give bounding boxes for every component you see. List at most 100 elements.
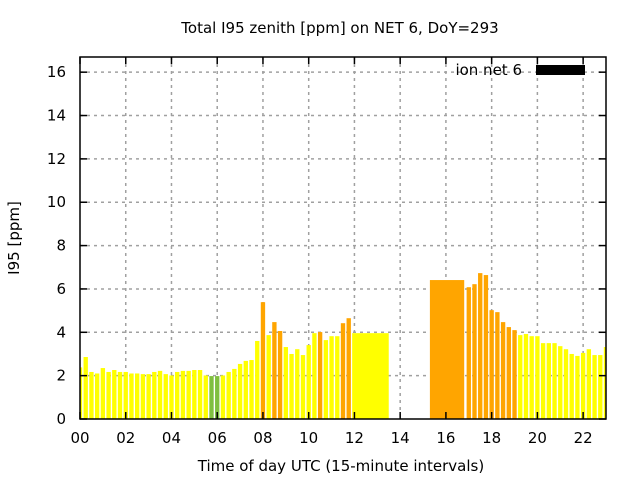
x-axis-label: Time of day UTC (15-minute intervals) bbox=[197, 457, 484, 475]
bar bbox=[243, 360, 248, 419]
y-axis-label: I95 [ppm] bbox=[5, 201, 23, 275]
x-tick-label: 04 bbox=[162, 429, 181, 447]
chart-title: Total I95 zenith [ppm] on NET 6, DoY=293 bbox=[180, 19, 498, 37]
bar bbox=[175, 371, 180, 419]
wide-bar bbox=[352, 333, 389, 419]
bar bbox=[466, 287, 471, 419]
bar bbox=[163, 374, 168, 419]
y-tick-label: 14 bbox=[47, 107, 66, 125]
bar bbox=[249, 360, 254, 419]
bar bbox=[192, 370, 197, 419]
legend-label: ion net 6 bbox=[455, 61, 522, 79]
bar bbox=[135, 373, 140, 419]
bar bbox=[575, 355, 580, 419]
bar bbox=[260, 302, 266, 419]
bar bbox=[146, 374, 151, 419]
bar bbox=[540, 343, 546, 419]
bar bbox=[512, 330, 517, 419]
bar bbox=[94, 373, 100, 419]
bar bbox=[506, 327, 511, 419]
bar bbox=[255, 340, 260, 419]
bar bbox=[289, 353, 294, 419]
bar bbox=[157, 370, 163, 419]
x-tick-label: 14 bbox=[391, 429, 410, 447]
x-tick-label: 16 bbox=[436, 429, 455, 447]
bar bbox=[483, 275, 489, 419]
bar bbox=[592, 355, 597, 419]
bar bbox=[197, 370, 203, 419]
x-tick-label: 18 bbox=[482, 429, 501, 447]
bar bbox=[603, 347, 606, 419]
x-tick-label: 20 bbox=[528, 429, 547, 447]
bar bbox=[152, 371, 157, 419]
bar bbox=[495, 312, 500, 419]
bar bbox=[117, 371, 123, 419]
legend: ion net 6 bbox=[455, 61, 585, 79]
bar bbox=[89, 371, 94, 419]
bar bbox=[100, 368, 106, 419]
bar bbox=[523, 334, 529, 419]
y-tick-label: 16 bbox=[47, 63, 66, 81]
x-tick-label: 10 bbox=[299, 429, 318, 447]
bar bbox=[203, 375, 208, 419]
bar bbox=[226, 371, 231, 419]
bar bbox=[266, 335, 271, 419]
bar bbox=[237, 363, 243, 419]
bar bbox=[535, 336, 540, 419]
bar bbox=[586, 349, 592, 419]
x-tick-label: 06 bbox=[208, 429, 227, 447]
bar bbox=[169, 375, 174, 419]
bar bbox=[478, 273, 483, 419]
x-tick-label: 02 bbox=[116, 429, 135, 447]
y-tick-label: 10 bbox=[47, 193, 66, 211]
bar bbox=[295, 349, 300, 419]
bar bbox=[112, 370, 117, 419]
bar bbox=[329, 336, 334, 419]
bar bbox=[500, 322, 506, 419]
y-tick-label: 6 bbox=[56, 280, 66, 298]
y-tick-label: 0 bbox=[56, 410, 66, 428]
bar bbox=[123, 371, 128, 419]
bar bbox=[569, 353, 574, 419]
bar bbox=[220, 375, 226, 419]
bars bbox=[80, 273, 606, 419]
bar bbox=[518, 335, 523, 419]
bar bbox=[552, 343, 557, 419]
bar bbox=[140, 374, 146, 419]
x-tick-label: 22 bbox=[574, 429, 593, 447]
y-tick-label: 2 bbox=[56, 367, 66, 385]
bar bbox=[180, 370, 186, 419]
bar bbox=[215, 376, 220, 419]
bar bbox=[232, 368, 237, 419]
bar bbox=[272, 322, 277, 419]
bar bbox=[306, 345, 311, 419]
bar bbox=[312, 333, 317, 419]
y-tick-label: 12 bbox=[47, 150, 66, 168]
bar bbox=[80, 367, 83, 419]
bar bbox=[129, 373, 134, 419]
x-tick-label: 00 bbox=[70, 429, 89, 447]
bar bbox=[283, 347, 288, 419]
bar bbox=[489, 310, 494, 419]
bar bbox=[300, 355, 306, 419]
legend-swatch bbox=[536, 65, 585, 75]
bar bbox=[529, 336, 534, 419]
bar bbox=[472, 284, 477, 419]
bar bbox=[580, 352, 586, 419]
bar bbox=[317, 332, 323, 419]
bar bbox=[558, 346, 563, 419]
bar bbox=[340, 323, 346, 419]
x-tick-label: 08 bbox=[253, 429, 272, 447]
bar bbox=[563, 349, 569, 419]
bar bbox=[83, 357, 88, 419]
bar bbox=[186, 370, 191, 419]
y-tick-label: 4 bbox=[56, 323, 66, 341]
bar bbox=[209, 376, 214, 419]
bar bbox=[346, 318, 351, 419]
bar bbox=[277, 330, 283, 419]
plot-frame bbox=[79, 56, 607, 420]
bar bbox=[598, 355, 603, 419]
y-tick-label: 8 bbox=[56, 237, 66, 255]
